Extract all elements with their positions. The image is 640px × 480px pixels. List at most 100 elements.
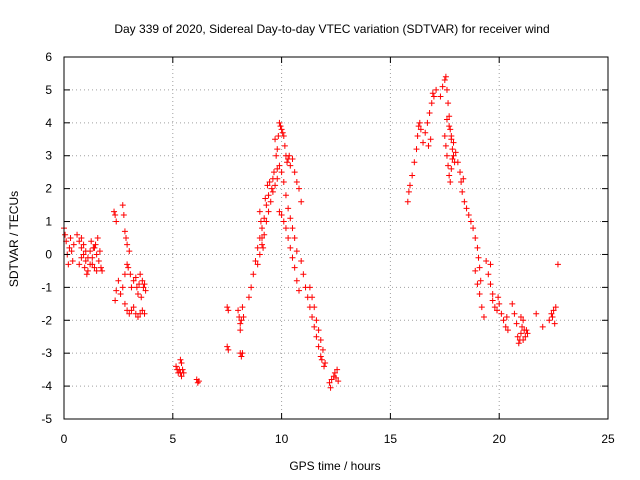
data-point xyxy=(111,208,118,215)
data-point xyxy=(443,152,450,159)
data-point xyxy=(285,235,292,241)
data-point xyxy=(117,290,124,297)
data-point xyxy=(463,205,470,212)
data-point xyxy=(551,320,558,327)
data-point xyxy=(411,159,418,166)
data-point xyxy=(195,378,202,385)
data-point xyxy=(68,248,75,255)
y-tick-label: -2 xyxy=(41,313,52,327)
data-point xyxy=(272,182,279,189)
data-point xyxy=(80,241,87,248)
data-point xyxy=(459,188,466,195)
data-point xyxy=(141,281,148,288)
data-point xyxy=(496,300,503,307)
data-point xyxy=(128,284,135,291)
data-point xyxy=(483,258,490,265)
data-point xyxy=(90,244,97,251)
data-point xyxy=(257,218,264,225)
data-point xyxy=(281,142,288,149)
data-point xyxy=(125,264,132,271)
x-tick-label: 20 xyxy=(493,432,507,446)
data-point xyxy=(284,159,291,166)
data-point xyxy=(524,330,531,337)
data-point xyxy=(474,281,481,288)
data-point xyxy=(275,132,282,139)
data-point xyxy=(93,251,100,258)
data-point xyxy=(178,360,185,367)
data-point xyxy=(450,152,457,159)
data-point xyxy=(256,208,263,215)
data-point xyxy=(494,307,501,314)
data-point xyxy=(272,136,279,143)
data-point xyxy=(503,313,510,320)
data-point xyxy=(259,225,266,232)
data-point xyxy=(88,238,95,245)
y-axis-label: SDTVAR / TECUs xyxy=(7,191,21,287)
data-point xyxy=(319,346,326,353)
data-point xyxy=(317,353,324,360)
x-tick-label: 5 xyxy=(169,432,176,446)
data-point xyxy=(67,235,74,241)
data-point xyxy=(127,271,134,278)
data-point xyxy=(489,297,496,304)
data-point xyxy=(487,261,494,268)
data-point xyxy=(546,317,553,324)
data-point xyxy=(134,313,141,320)
data-point xyxy=(424,119,431,126)
data-point xyxy=(523,327,530,334)
data-point xyxy=(415,123,422,130)
data-point xyxy=(457,169,464,176)
data-point xyxy=(446,123,453,130)
data-point xyxy=(252,258,259,265)
data-point xyxy=(261,215,268,222)
data-point xyxy=(121,228,128,235)
data-point xyxy=(519,323,526,330)
data-point xyxy=(130,304,137,311)
data-point xyxy=(296,287,303,294)
data-point xyxy=(426,109,433,116)
data-point xyxy=(259,235,266,241)
data-point xyxy=(276,119,283,126)
x-tick-label: 10 xyxy=(275,432,289,446)
data-point xyxy=(334,366,341,373)
chart-title: Day 339 of 2020, Sidereal Day-to-day VTE… xyxy=(114,22,549,36)
data-point xyxy=(500,317,507,324)
data-point xyxy=(495,294,502,301)
data-point xyxy=(448,165,455,172)
data-point xyxy=(504,327,511,334)
data-point xyxy=(112,211,119,218)
data-point xyxy=(309,294,316,301)
data-point xyxy=(278,126,285,133)
data-point xyxy=(280,179,287,186)
data-point xyxy=(238,353,245,360)
data-point xyxy=(458,179,465,186)
data-point xyxy=(254,244,261,251)
data-point xyxy=(139,307,146,314)
data-point xyxy=(472,267,479,274)
data-point xyxy=(282,225,289,232)
data-point xyxy=(287,162,294,169)
data-point xyxy=(449,156,456,163)
data-point xyxy=(539,323,546,330)
data-point xyxy=(62,231,69,238)
data-point xyxy=(128,307,135,314)
data-point xyxy=(254,261,261,268)
data-point xyxy=(322,360,329,367)
data-point xyxy=(311,323,318,330)
y-tick-label: -3 xyxy=(41,346,52,360)
y-tick-label: 5 xyxy=(45,83,52,97)
data-point xyxy=(313,317,320,324)
data-point xyxy=(225,346,232,353)
data-point xyxy=(276,162,283,169)
data-point xyxy=(126,310,133,317)
data-point xyxy=(441,77,448,84)
data-point xyxy=(97,264,104,271)
data-point xyxy=(266,179,273,186)
y-tick-label: -1 xyxy=(41,280,52,294)
data-point xyxy=(404,198,411,205)
data-point xyxy=(84,267,91,274)
data-point xyxy=(405,188,412,195)
data-point xyxy=(311,304,318,311)
data-point xyxy=(520,337,527,344)
